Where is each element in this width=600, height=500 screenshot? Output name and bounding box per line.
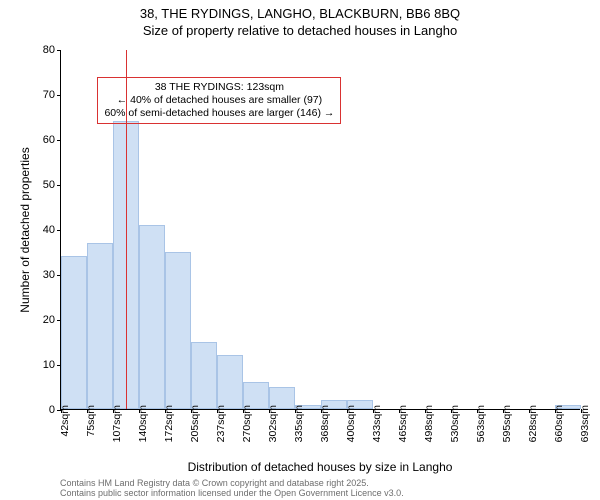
x-axis-label: Distribution of detached houses by size …	[60, 460, 580, 474]
x-tick-label: 400sqm	[345, 405, 357, 442]
x-tick-label: 465sqm	[397, 405, 409, 442]
x-tick-label: 563sqm	[475, 405, 487, 442]
y-tick-label: 50	[25, 179, 55, 191]
annotation-box: 38 THE RYDINGS: 123sqm← 40% of detached …	[97, 77, 341, 124]
x-tick-label: 595sqm	[501, 405, 513, 442]
y-tick-mark	[57, 140, 61, 141]
x-tick-label: 270sqm	[241, 405, 253, 442]
histogram-bar	[165, 252, 191, 410]
y-tick-label: 80	[25, 44, 55, 56]
x-tick-label: 433sqm	[371, 405, 383, 442]
x-tick-label: 42sqm	[59, 405, 71, 437]
x-tick-label: 335sqm	[293, 405, 305, 442]
chart-title-desc: Size of property relative to detached ho…	[0, 23, 600, 38]
y-tick-label: 60	[25, 134, 55, 146]
annotation-line-2: ← 40% of detached houses are smaller (97…	[104, 94, 334, 107]
x-tick-label: 172sqm	[163, 405, 175, 442]
histogram-bar	[191, 342, 217, 410]
y-tick-label: 30	[25, 269, 55, 281]
y-tick-mark	[57, 95, 61, 96]
y-tick-mark	[57, 230, 61, 231]
x-tick-label: 205sqm	[189, 405, 201, 442]
y-tick-label: 40	[25, 224, 55, 236]
x-tick-label: 530sqm	[449, 405, 461, 442]
footnote-line-1: Contains HM Land Registry data © Crown c…	[60, 478, 404, 488]
histogram-bar	[217, 355, 243, 409]
y-tick-label: 10	[25, 359, 55, 371]
plot-area: 0102030405060708042sqm75sqm107sqm140sqm1…	[60, 50, 580, 410]
x-tick-label: 237sqm	[215, 405, 227, 442]
chart-title-block: 38, THE RYDINGS, LANGHO, BLACKBURN, BB6 …	[0, 6, 600, 38]
x-tick-label: 628sqm	[527, 405, 539, 442]
annotation-line-3: 60% of semi-detached houses are larger (…	[104, 107, 334, 120]
y-tick-mark	[57, 185, 61, 186]
y-tick-label: 20	[25, 314, 55, 326]
y-tick-label: 70	[25, 89, 55, 101]
annotation-line-1: 38 THE RYDINGS: 123sqm	[104, 81, 334, 94]
y-tick-mark	[57, 50, 61, 51]
x-tick-label: 75sqm	[85, 405, 97, 437]
x-tick-label: 368sqm	[319, 405, 331, 442]
x-tick-label: 107sqm	[111, 405, 123, 442]
chart-title-address: 38, THE RYDINGS, LANGHO, BLACKBURN, BB6 …	[0, 6, 600, 21]
x-tick-label: 660sqm	[553, 405, 565, 442]
footnote-line-2: Contains public sector information licen…	[60, 488, 404, 498]
plot-inner: 0102030405060708042sqm75sqm107sqm140sqm1…	[60, 50, 580, 410]
histogram-bar	[61, 256, 87, 409]
x-tick-label: 140sqm	[137, 405, 149, 442]
x-tick-label: 302sqm	[267, 405, 279, 442]
chart-footnote: Contains HM Land Registry data © Crown c…	[60, 478, 404, 499]
histogram-bar	[87, 243, 113, 410]
y-tick-label: 0	[25, 404, 55, 416]
x-tick-label: 693sqm	[579, 405, 591, 442]
x-tick-label: 498sqm	[423, 405, 435, 442]
histogram-bar	[139, 225, 165, 410]
property-size-chart: 38, THE RYDINGS, LANGHO, BLACKBURN, BB6 …	[0, 0, 600, 500]
